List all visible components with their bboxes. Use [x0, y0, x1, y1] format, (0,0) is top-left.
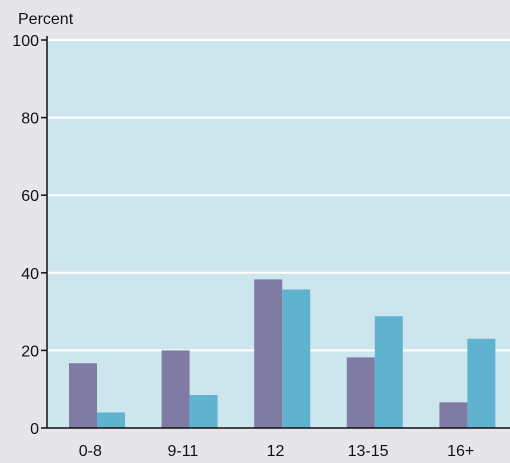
bar-16+-series-1 [439, 402, 468, 428]
bar-0-8-series-2 [97, 412, 125, 428]
y-tick-label-0: 0 [30, 421, 39, 438]
y-tick-label-60: 60 [21, 188, 39, 205]
bar-12-series-1 [254, 279, 283, 428]
y-tick-label-80: 80 [21, 111, 39, 128]
x-tick-label-12: 12 [267, 443, 285, 460]
x-tick-label-9-11: 9-11 [167, 443, 198, 460]
bar-0-8-series-1 [69, 363, 97, 428]
y-tick-labels: 0 20 40 60 80 100 [12, 33, 47, 438]
y-tick-label-100: 100 [12, 33, 39, 50]
bar-16+-series-2 [467, 338, 496, 428]
x-tick-labels: 0-8 9-11 12 13-15 16+ [79, 443, 475, 460]
bars [69, 279, 496, 428]
x-tick-label-16+: 16+ [447, 443, 474, 460]
bar-9-11-series-2 [189, 395, 218, 428]
y-axis-label: Percent [18, 11, 74, 28]
y-tick-label-40: 40 [21, 266, 39, 283]
bar-12-series-2 [282, 289, 311, 428]
y-tick-label-20: 20 [21, 343, 39, 360]
axes [46, 36, 510, 429]
x-tick-label-0-8: 0-8 [79, 443, 102, 460]
gridlines [47, 39, 510, 352]
bar-9-11-series-1 [161, 350, 190, 428]
bar-13-15-series-2 [374, 316, 403, 428]
bar-13-15-series-1 [346, 357, 375, 428]
x-tick-label-13-15: 13-15 [348, 443, 389, 460]
